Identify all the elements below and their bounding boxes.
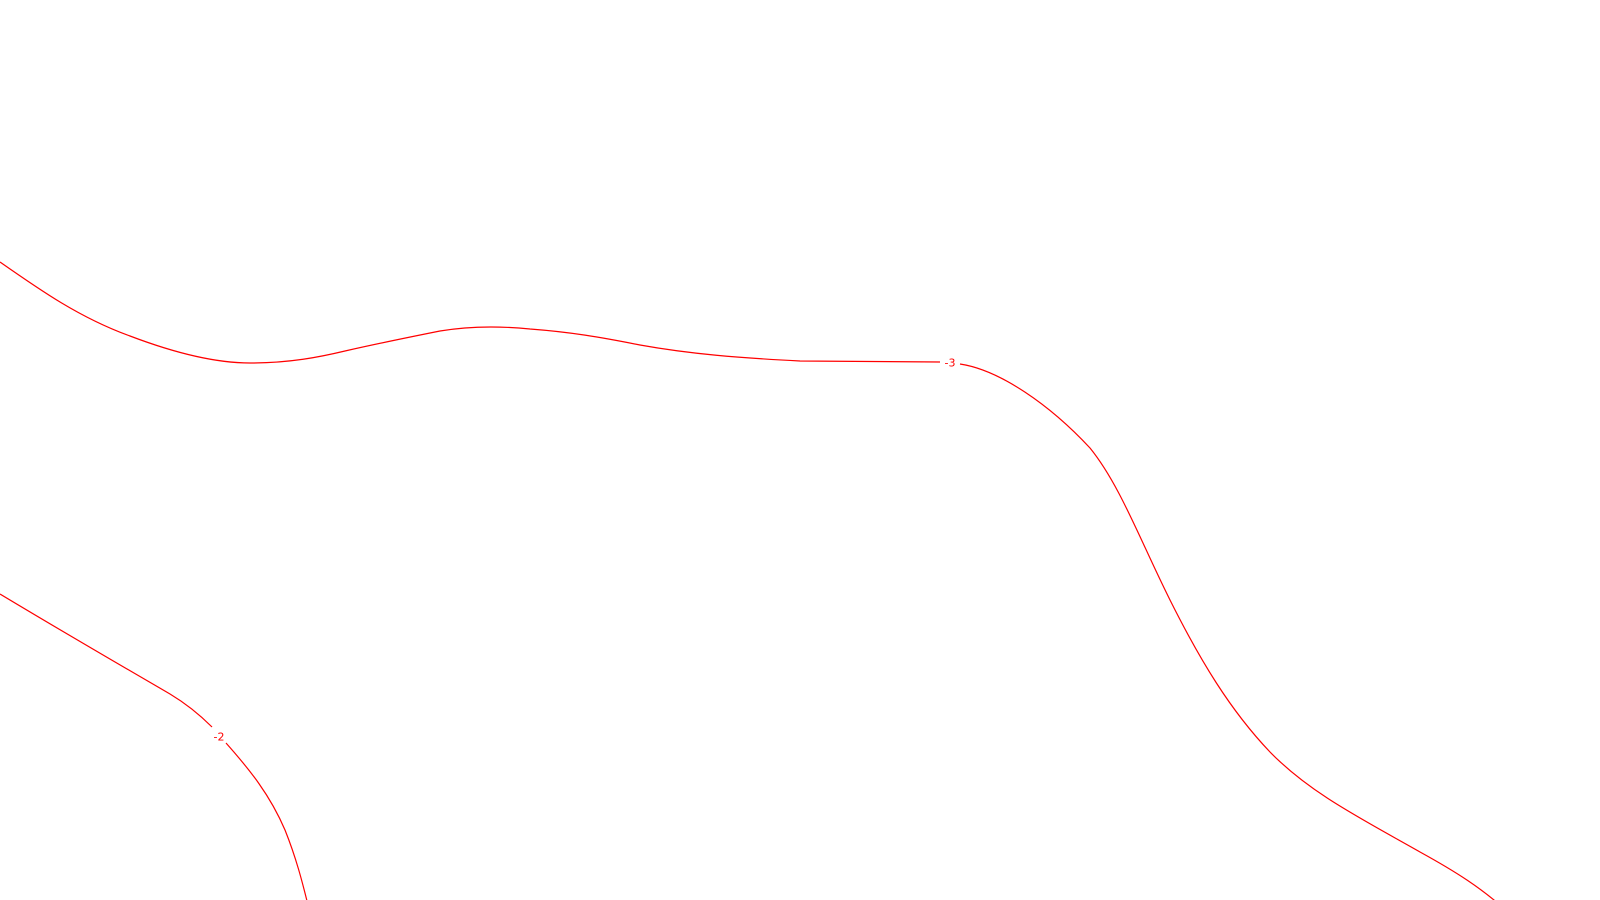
contour-minus-2: -2 (0, 593, 308, 900)
contour-line-minus-3 (0, 261, 941, 364)
contour-line-minus-3-east (959, 363, 1495, 900)
contour-line-minus-2-south (225, 742, 308, 900)
contour-minus-3: -3 (0, 261, 1495, 900)
contour-label-minus-2: -2 (214, 731, 225, 744)
contour-line-minus-2 (0, 593, 213, 728)
contour-label-minus-3: -3 (945, 357, 956, 370)
